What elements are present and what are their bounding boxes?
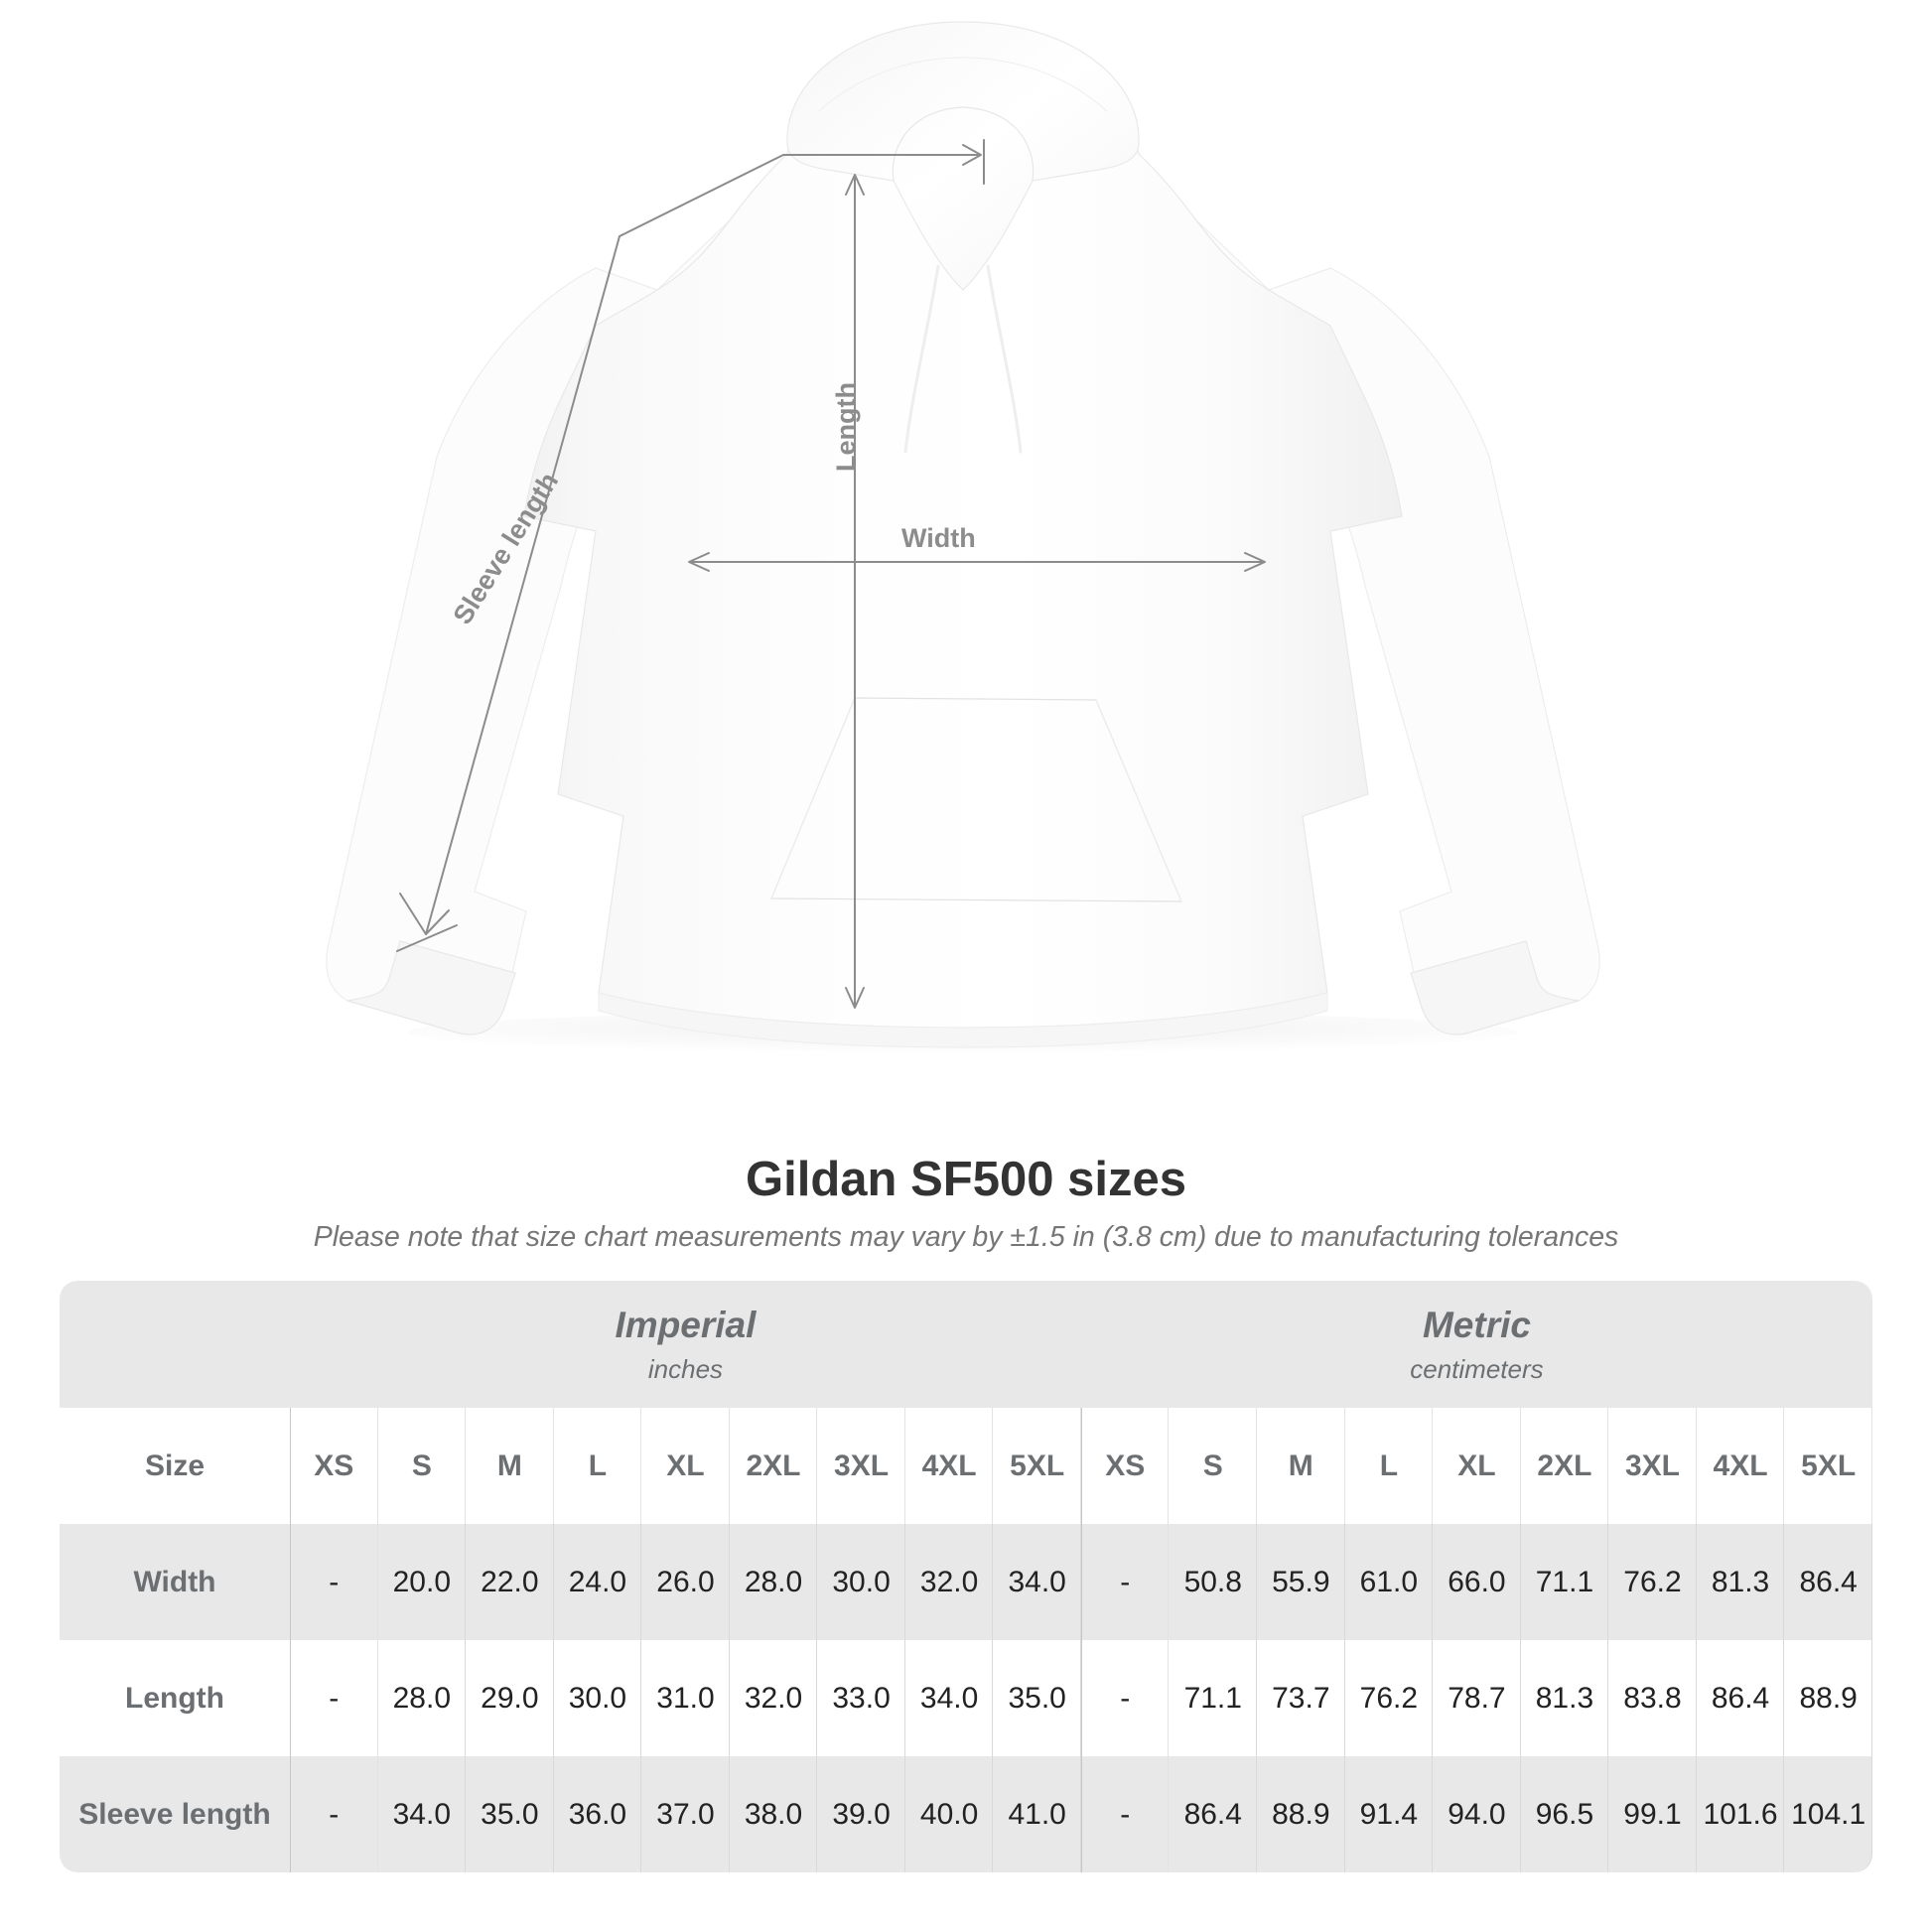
svg-text:Length: Length bbox=[831, 382, 861, 472]
svg-text:Width: Width bbox=[901, 523, 976, 553]
